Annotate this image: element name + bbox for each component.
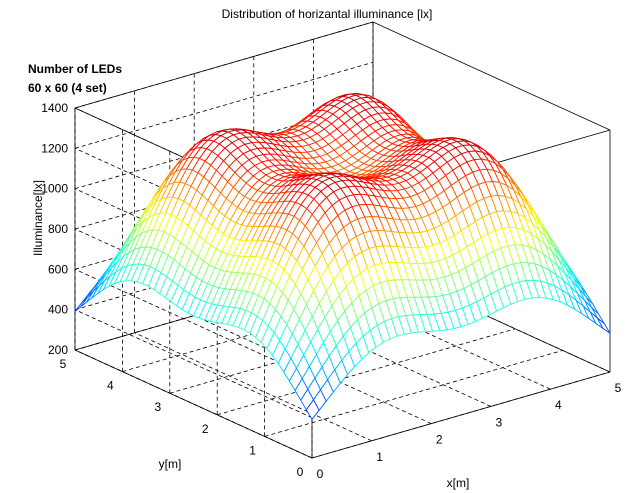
- surface-cell: [305, 399, 320, 420]
- x-tick-label: 0: [317, 467, 324, 481]
- y-tick-label: 4: [107, 379, 114, 393]
- axis-ticks: 200 400 600 800 1000 1200 1400 0 1 2 3 4 5 0 1 2 3 4 5: [41, 101, 621, 481]
- z-tick-label: 1200: [41, 141, 68, 155]
- annotation-line-2: 60 x 60 (4 set): [28, 81, 107, 95]
- box-edge: [74, 21, 374, 109]
- grid-line-y-floor: [217, 328, 516, 416]
- surface-mesh: [74, 93, 611, 420]
- y-tick-label: 2: [202, 422, 209, 436]
- z-axis-label: Illuminance[lx]: [31, 180, 45, 256]
- box-edge: [372, 21, 611, 131]
- annotation-line-1: Number of LEDs: [28, 62, 122, 76]
- x-tick-label: 3: [495, 415, 502, 429]
- box-edge: [74, 349, 313, 459]
- box-edge: [311, 371, 611, 459]
- grid-line-x-floor: [134, 332, 372, 442]
- chart-title: Distribution of horizantal illuminance […: [222, 7, 433, 21]
- z-tick-label: 600: [48, 262, 68, 276]
- y-tick-label: 1: [249, 443, 256, 457]
- x-tick-label: 2: [436, 433, 443, 447]
- y-tick-label: 0: [297, 465, 304, 479]
- x-tick-label: 1: [376, 450, 383, 464]
- grid-line-z-left: [74, 268, 313, 378]
- z-tick-label: 800: [48, 222, 68, 236]
- x-tick-label: 4: [555, 398, 562, 412]
- z-tick-label: 1000: [41, 182, 68, 196]
- z-tick-label: 200: [48, 343, 68, 357]
- y-tick-label: 5: [60, 357, 67, 371]
- z-tick-label: 1400: [41, 101, 68, 115]
- grid-line-z-left: [74, 309, 313, 419]
- z-tick-label: 400: [48, 303, 68, 317]
- x-tick-label: 5: [615, 381, 622, 395]
- grid-line-z-back: [74, 61, 374, 149]
- grid-line-x-floor: [194, 315, 432, 424]
- y-axis-label: y[m]: [159, 457, 182, 471]
- y-tick-label: 3: [154, 400, 161, 414]
- grid-line-y-floor: [264, 350, 563, 437]
- x-axis-label: x[m]: [447, 476, 470, 490]
